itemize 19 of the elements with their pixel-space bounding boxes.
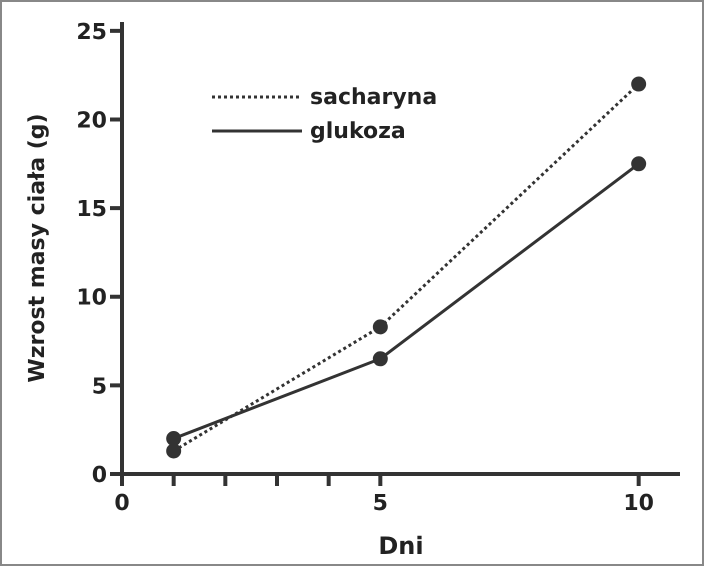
y-tick-label: 25 [76,20,107,45]
y-axis-title: Wzrost masy ciała (g) [25,113,50,383]
point [631,76,646,92]
point [631,156,646,172]
y-tick-label: 5 [92,374,107,400]
point [372,351,388,366]
y-tick-label: 20 [76,108,107,134]
point [166,431,182,446]
y-tick-label: 10 [76,286,107,311]
legend-label: glukoza [310,119,406,144]
point [372,319,388,334]
legend-label: sacharyna [310,85,438,110]
point [166,443,182,458]
x-tick-label: 10 [623,491,654,516]
x-tick-label: 0 [114,491,130,516]
y-tick-label: 15 [76,197,107,222]
y-tick-label: 0 [92,463,107,488]
x-tick-label: 5 [372,491,388,516]
x-axis-title: Dni [378,532,424,560]
